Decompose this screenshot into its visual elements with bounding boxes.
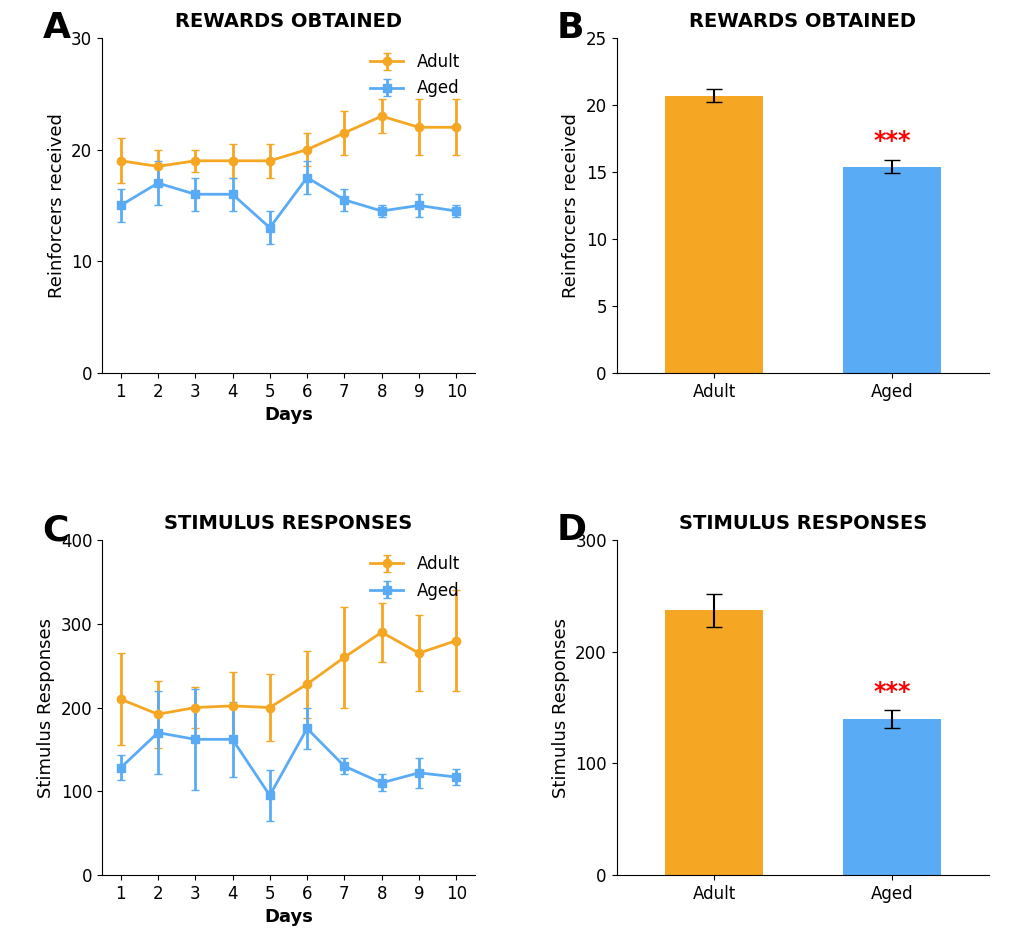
Text: B: B xyxy=(556,11,584,46)
Text: A: A xyxy=(43,11,70,46)
Legend: Adult, Aged: Adult, Aged xyxy=(363,549,466,606)
Bar xyxy=(842,719,940,875)
Y-axis label: Reinforcers received: Reinforcers received xyxy=(561,113,580,298)
Y-axis label: Reinforcers received: Reinforcers received xyxy=(48,113,65,298)
Title: REWARDS OBTAINED: REWARDS OBTAINED xyxy=(174,12,401,31)
Text: D: D xyxy=(556,514,586,548)
Legend: Adult, Aged: Adult, Aged xyxy=(363,47,466,104)
Title: STIMULUS RESPONSES: STIMULUS RESPONSES xyxy=(679,514,926,534)
Bar xyxy=(842,166,940,373)
X-axis label: Days: Days xyxy=(264,406,313,424)
Text: ***: *** xyxy=(872,129,910,153)
Text: C: C xyxy=(43,514,68,548)
Bar xyxy=(664,96,762,373)
Title: REWARDS OBTAINED: REWARDS OBTAINED xyxy=(689,12,916,31)
X-axis label: Days: Days xyxy=(264,908,313,926)
Y-axis label: Stimulus Responses: Stimulus Responses xyxy=(37,617,55,798)
Y-axis label: Stimulus Responses: Stimulus Responses xyxy=(551,617,569,798)
Text: ***: *** xyxy=(872,680,910,704)
Bar xyxy=(664,611,762,875)
Title: STIMULUS RESPONSES: STIMULUS RESPONSES xyxy=(164,514,412,534)
